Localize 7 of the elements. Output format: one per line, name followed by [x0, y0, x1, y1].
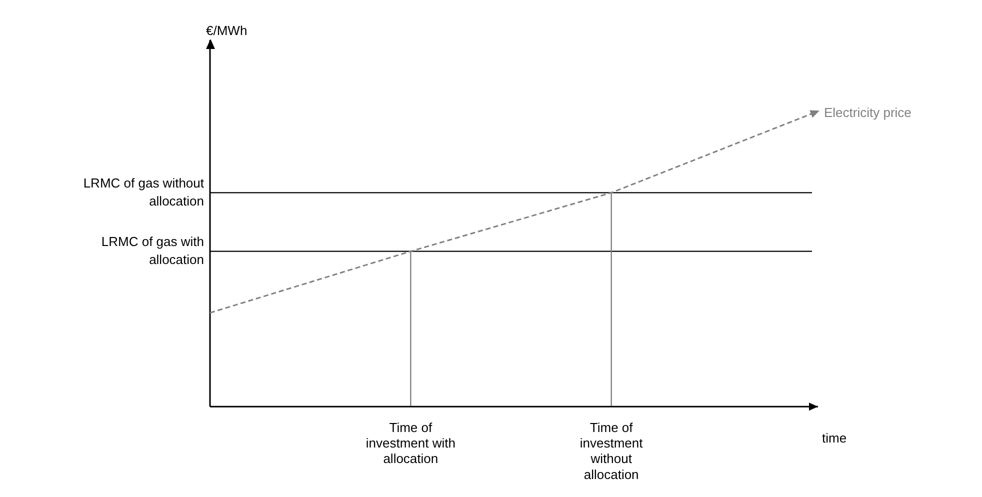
x-axis-title: time: [822, 430, 847, 446]
text: €/MWh: [206, 23, 248, 38]
series-label: Electricity price: [824, 105, 912, 120]
x-tick-label: Time of investment without allocation: [580, 420, 644, 482]
x-tick-label: Time of investment with allocation: [366, 420, 456, 466]
ref-line-label: LRMC of gas with allocation: [101, 234, 204, 267]
ref-line-label: LRMC of gas without allocation: [83, 175, 204, 208]
